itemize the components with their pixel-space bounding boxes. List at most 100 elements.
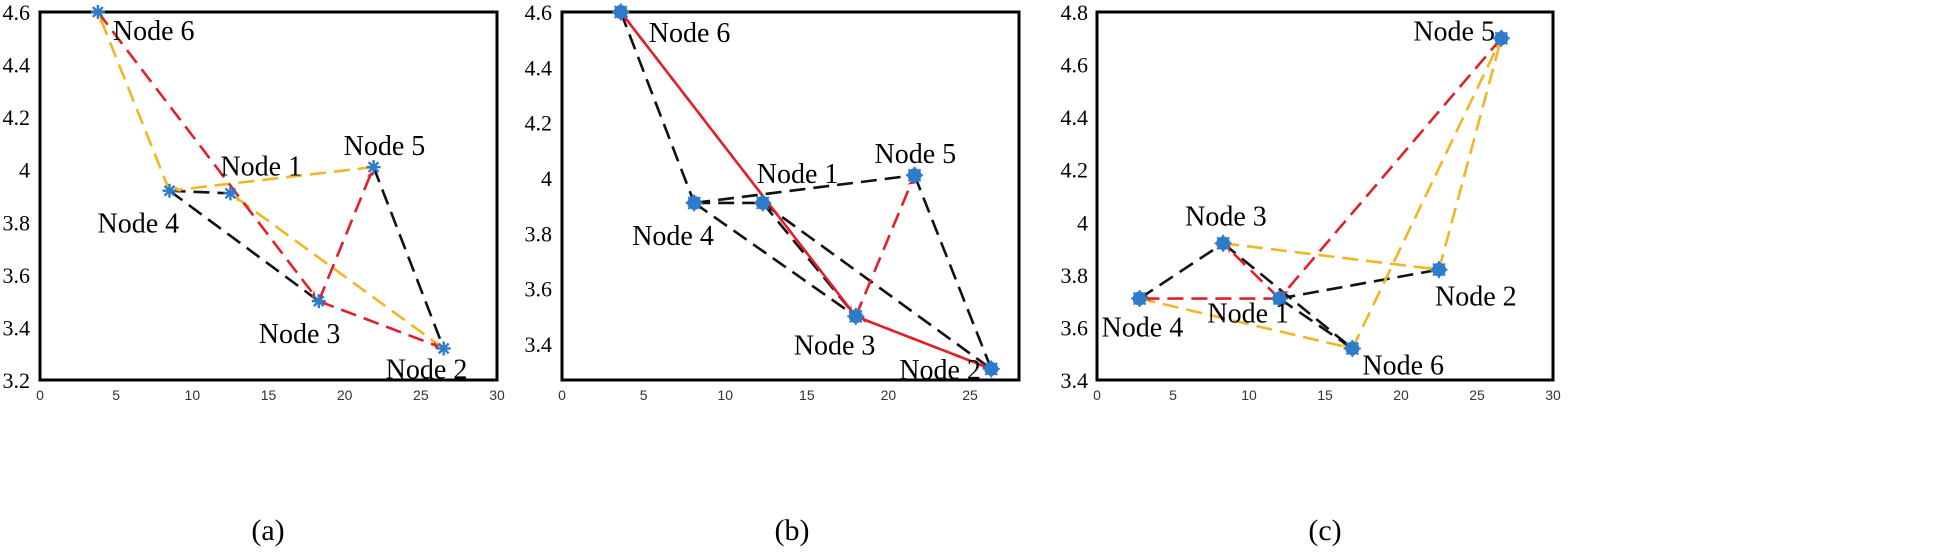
y-tick-label: 4.6 (1061, 53, 1089, 78)
edge-node-4-to-node-6 (98, 18, 171, 192)
y-tick-label: 4 (541, 166, 552, 191)
node-label-node-6: Node 6 (649, 18, 731, 49)
edge-node-3-to-node-2 (1223, 242, 1433, 269)
node-marker-node-6 (612, 3, 630, 21)
x-tick-label: 25 (1469, 387, 1485, 403)
panel-a: 3.2 3.4 3.6 3.8 4 4.2 4.4 4.6 0 5 10 15 20 25 30 Node 1… (3, 0, 505, 547)
x-tick-label: 5 (640, 387, 648, 403)
x-tick-label: 20 (337, 387, 353, 403)
edge-node-5-to-node-4 (175, 165, 374, 190)
node-label-node-2: Node 2 (899, 355, 981, 386)
x-tick-label: 15 (261, 387, 277, 403)
node-marker-node-2 (982, 360, 1000, 378)
y-tick-label: 3.8 (3, 210, 31, 235)
x-tick-label: 5 (1169, 387, 1177, 403)
edge-node-4-to-node-3 (693, 201, 857, 318)
panel-label: (c) (1308, 514, 1341, 547)
y-tick-label: 4.8 (1061, 0, 1089, 25)
node-marker-node-6 (90, 5, 105, 19)
edge-node-1-to-node-3 (1227, 248, 1281, 300)
edge-node-3-to-node-5 (317, 173, 372, 302)
node-marker-node-4 (162, 183, 177, 198)
edge-node-5-to-node-2 (913, 174, 993, 370)
node-label-node-1: Node 1 (757, 159, 839, 190)
edge-node-5-to-node-1 (1283, 37, 1503, 294)
panel-c: 3.4 3.6 3.8 4 4.2 4.4 4.6 4.8 0 5 10 15 20 25 30 Node 1… (1061, 0, 1561, 547)
node-label-node-3: Node 3 (1185, 201, 1267, 232)
y-tick-label: 3.4 (1061, 368, 1089, 393)
node-marker-node-1 (1270, 290, 1288, 308)
node-label-node-1: Node 1 (220, 151, 302, 182)
y-tick-label: 4.2 (1061, 158, 1089, 183)
y-tick-label: 4.6 (3, 0, 31, 25)
edge-node-4-to-node-3 (168, 189, 320, 303)
x-tick-label: 15 (799, 387, 815, 403)
x-tick-label: 0 (558, 387, 566, 403)
node-label-node-5: Node 5 (1413, 16, 1495, 47)
node-marker-node-4 (685, 194, 703, 212)
node-marker-node-3 (1214, 234, 1232, 252)
edge-node-4-to-node-1 (169, 189, 231, 195)
x-tick-label: 20 (881, 387, 897, 403)
node-marker-node-1 (223, 186, 238, 201)
y-tick-label: 3.4 (525, 332, 553, 357)
node-marker-node-1 (754, 194, 772, 212)
node-label-node-1: Node 1 (1207, 299, 1289, 330)
node-label-node-4: Node 4 (632, 221, 714, 252)
x-tick-label: 10 (185, 387, 201, 403)
node-label-node-4: Node 4 (97, 209, 179, 240)
y-tick-label: 3.6 (525, 277, 553, 302)
y-tick-label: 4 (19, 158, 30, 183)
y-tick-label: 4.4 (525, 55, 553, 80)
panel-label: (b) (775, 514, 810, 547)
x-tick-label: 20 (1393, 387, 1409, 403)
edge-node-3-to-node-5 (854, 181, 912, 317)
panel-label: (a) (251, 514, 284, 547)
x-tick-label: 0 (1093, 387, 1101, 403)
node-label-node-3: Node 3 (259, 319, 341, 350)
node-marker-node-5 (1492, 29, 1510, 47)
edge-node-3-to-node-2 (318, 299, 438, 346)
x-tick-label: 15 (1317, 387, 1333, 403)
node-marker-node-5 (366, 160, 381, 175)
x-tick-label: 30 (489, 387, 505, 403)
node-marker-node-6 (1343, 339, 1361, 357)
node-marker-node-5 (906, 166, 924, 184)
node-label-node-5: Node 5 (875, 139, 957, 170)
edge-node-1-to-node-2 (1279, 268, 1440, 300)
edge-node-5-to-node-2 (372, 166, 445, 349)
x-tick-label: 25 (962, 387, 978, 403)
x-tick-label: 10 (717, 387, 733, 403)
node-marker-node-3 (311, 294, 326, 309)
node-marker-node-3 (847, 307, 865, 325)
y-tick-label: 3.6 (3, 263, 31, 288)
node-label-node-6: Node 6 (1362, 350, 1444, 381)
edge-node-2-to-node-1 (235, 197, 445, 350)
edge-node-4-to-node-6 (1139, 297, 1347, 348)
y-tick-label: 3.4 (3, 315, 31, 340)
node-label-node-2: Node 2 (1435, 282, 1517, 313)
edge-node-4-to-node-5 (694, 173, 915, 205)
plot-frame (560, 10, 1021, 382)
x-tick-label: 25 (413, 387, 429, 403)
node-label-node-2: Node 2 (386, 354, 468, 385)
node-marker-node-2 (1430, 261, 1448, 279)
node-label-node-5: Node 5 (344, 131, 426, 162)
x-tick-label: 5 (112, 387, 120, 403)
x-tick-label: 0 (36, 387, 44, 403)
y-tick-label: 3.6 (1061, 315, 1089, 340)
y-tick-label: 3.8 (525, 221, 553, 246)
edge-node-2-to-node-5 (1437, 44, 1500, 270)
y-tick-label: 4 (1077, 210, 1088, 235)
y-tick-label: 3.8 (1061, 263, 1089, 288)
edge-node-6-to-node-5 (1351, 44, 1498, 350)
edge-node-4-to-node-3 (1138, 242, 1224, 300)
node-marker-node-4 (1131, 290, 1149, 308)
y-tick-label: 4.6 (525, 0, 553, 25)
y-tick-label: 4.2 (525, 111, 553, 136)
y-tick-label: 4.2 (3, 105, 31, 130)
y-tick-label: 4.4 (3, 53, 31, 78)
x-tick-label: 30 (1545, 387, 1561, 403)
plot-frame (38, 10, 499, 382)
